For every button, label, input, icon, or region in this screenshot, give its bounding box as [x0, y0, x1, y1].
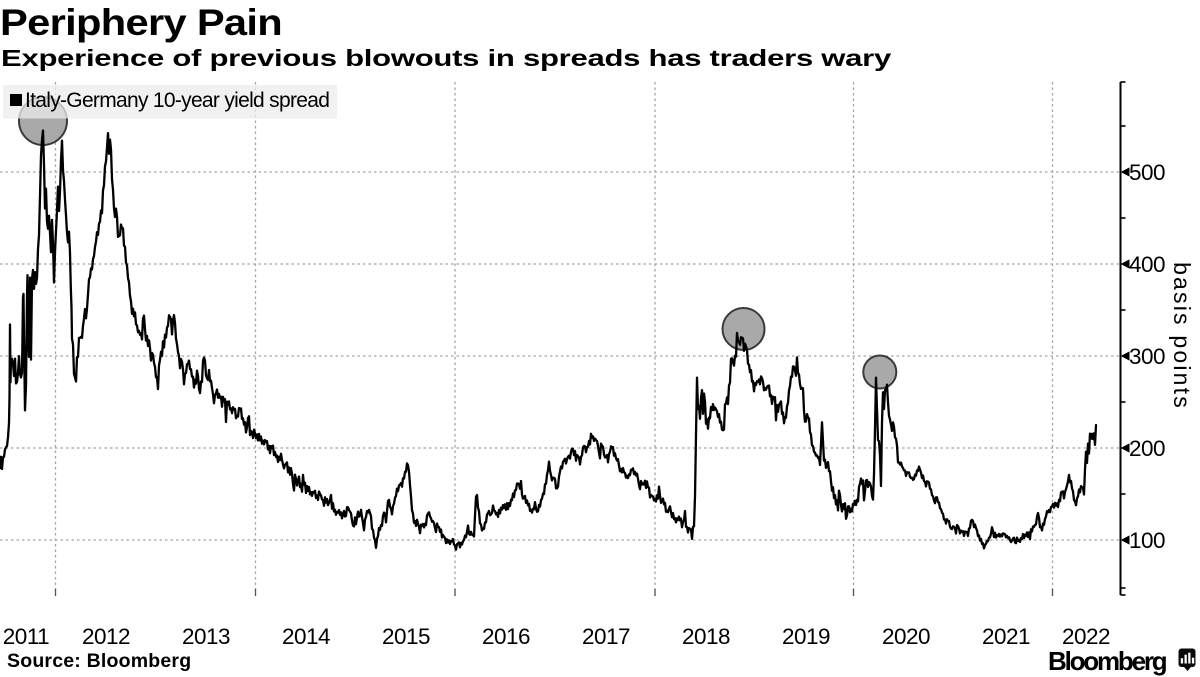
svg-text:basis points: basis points [1169, 262, 1195, 410]
